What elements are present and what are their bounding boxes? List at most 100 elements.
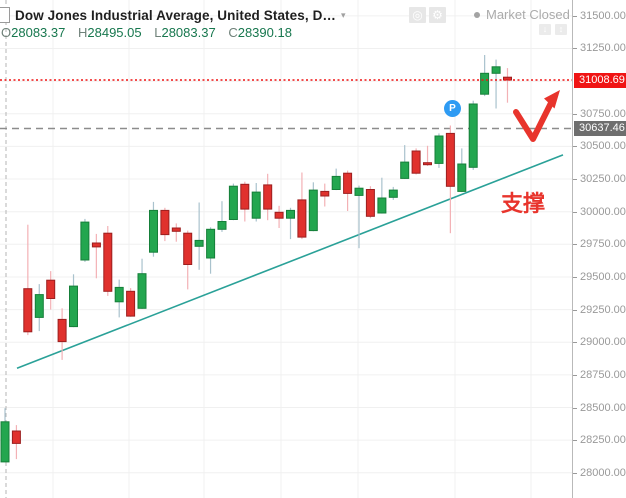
candle [308,182,318,232]
arrow-shaft [513,100,554,142]
symbol-title-row: Dow Jones Industrial Average, United Sta… [0,6,346,24]
candle [388,186,398,200]
price-tick-label: 29000.00 [573,335,626,349]
price-tick-label: 30000.00 [573,205,626,219]
tick-mark [573,47,577,49]
tick-mark [573,439,577,441]
price-tick-label: 31250.00 [573,41,626,55]
candle [503,68,512,103]
candle-body [400,161,410,179]
candle [103,226,113,296]
candle [206,227,216,274]
market-status: Market Closed [474,7,570,22]
chevron-down-icon[interactable]: ▾ [341,9,346,20]
close-label: C [228,25,238,40]
candle [171,223,181,242]
candle [491,59,501,109]
settings-gear-button[interactable]: ⚙ [429,7,446,23]
price-axis[interactable]: 31500.00 31250.00 30750.00 30500.00 30250.00… [572,0,626,498]
candle-body [149,209,158,253]
candle-body [91,242,101,248]
tick-mark [573,341,577,343]
candle [126,288,136,317]
price-tick-label: 28500.00 [573,401,626,415]
panel-icon [0,7,10,23]
candle-body [434,135,444,164]
candle [34,284,44,332]
candle-body [343,172,353,194]
chart-toolbar: ◎ ⚙ [406,7,446,23]
candle-body [286,209,295,219]
candle-body [457,163,467,192]
candle [343,170,353,211]
price-tick-label: 28250.00 [573,433,626,447]
trend-line-drawing[interactable] [16,154,564,370]
candle-body [217,221,227,230]
candle-body [308,189,318,232]
open-value: 28083.37 [11,25,66,40]
quick-view-button[interactable]: ◎ [409,7,426,23]
candle [365,186,375,219]
candle [445,125,455,234]
tick-mark [573,145,577,147]
auto-fit-button[interactable]: ↕ [555,24,567,35]
candle [228,183,238,221]
candle-body [491,66,501,74]
support-annotation-text[interactable]: 支撑 [501,191,546,216]
tick-mark [573,15,577,17]
low-label: L [154,25,162,40]
arrow-head [544,90,560,109]
candle-body [228,185,238,220]
level-price-label: 30637.46 [574,121,626,136]
candle [160,207,170,242]
close-value: 28390.18 [237,25,292,40]
chart-canvas[interactable] [0,0,572,498]
symbol-title[interactable]: Dow Jones Industrial Average, United Sta… [15,7,337,23]
candle [240,181,250,222]
candle [274,205,284,228]
status-dot-icon [474,11,480,18]
candle [46,271,56,310]
price-tick-label: 30500.00 [573,139,626,153]
candle-body [46,279,56,300]
candle [0,408,10,463]
candle [468,100,478,170]
tick-mark [573,407,577,409]
candle-body [160,209,170,236]
candle-body [251,191,261,219]
candle [320,183,330,207]
tick-mark [573,472,577,474]
candle [91,233,101,279]
p-badge-marker[interactable]: P [444,100,461,117]
grid-lines [0,0,572,498]
up-arrow-drawing[interactable] [513,90,560,142]
market-status-label: Market Closed [486,7,570,22]
candle [137,258,147,309]
open-label: O [1,25,12,40]
tick-mark [573,276,577,278]
candle-body [34,294,44,318]
candle-body [103,232,113,292]
candle-body [137,273,147,309]
candle [183,230,193,290]
candle [297,172,307,240]
candle-body [468,103,478,168]
price-tick-label: 30250.00 [573,172,626,186]
candle-body [263,184,273,210]
candle [457,148,467,193]
candle-body [114,286,124,303]
candle [251,183,261,222]
price-tick-label: 28750.00 [573,368,626,382]
candle [400,145,410,179]
scroll-down-button[interactable]: ↓ [539,24,551,35]
candle [217,201,227,232]
price-tick-label: 29250.00 [573,303,626,317]
price-tick-label: 28000.00 [573,466,626,480]
candle-body [11,430,21,444]
price-tick-label: 30750.00 [573,107,626,121]
tick-mark [573,309,577,311]
high-value: 28495.05 [87,25,142,40]
tick-mark [573,243,577,245]
candle-body [445,132,455,187]
